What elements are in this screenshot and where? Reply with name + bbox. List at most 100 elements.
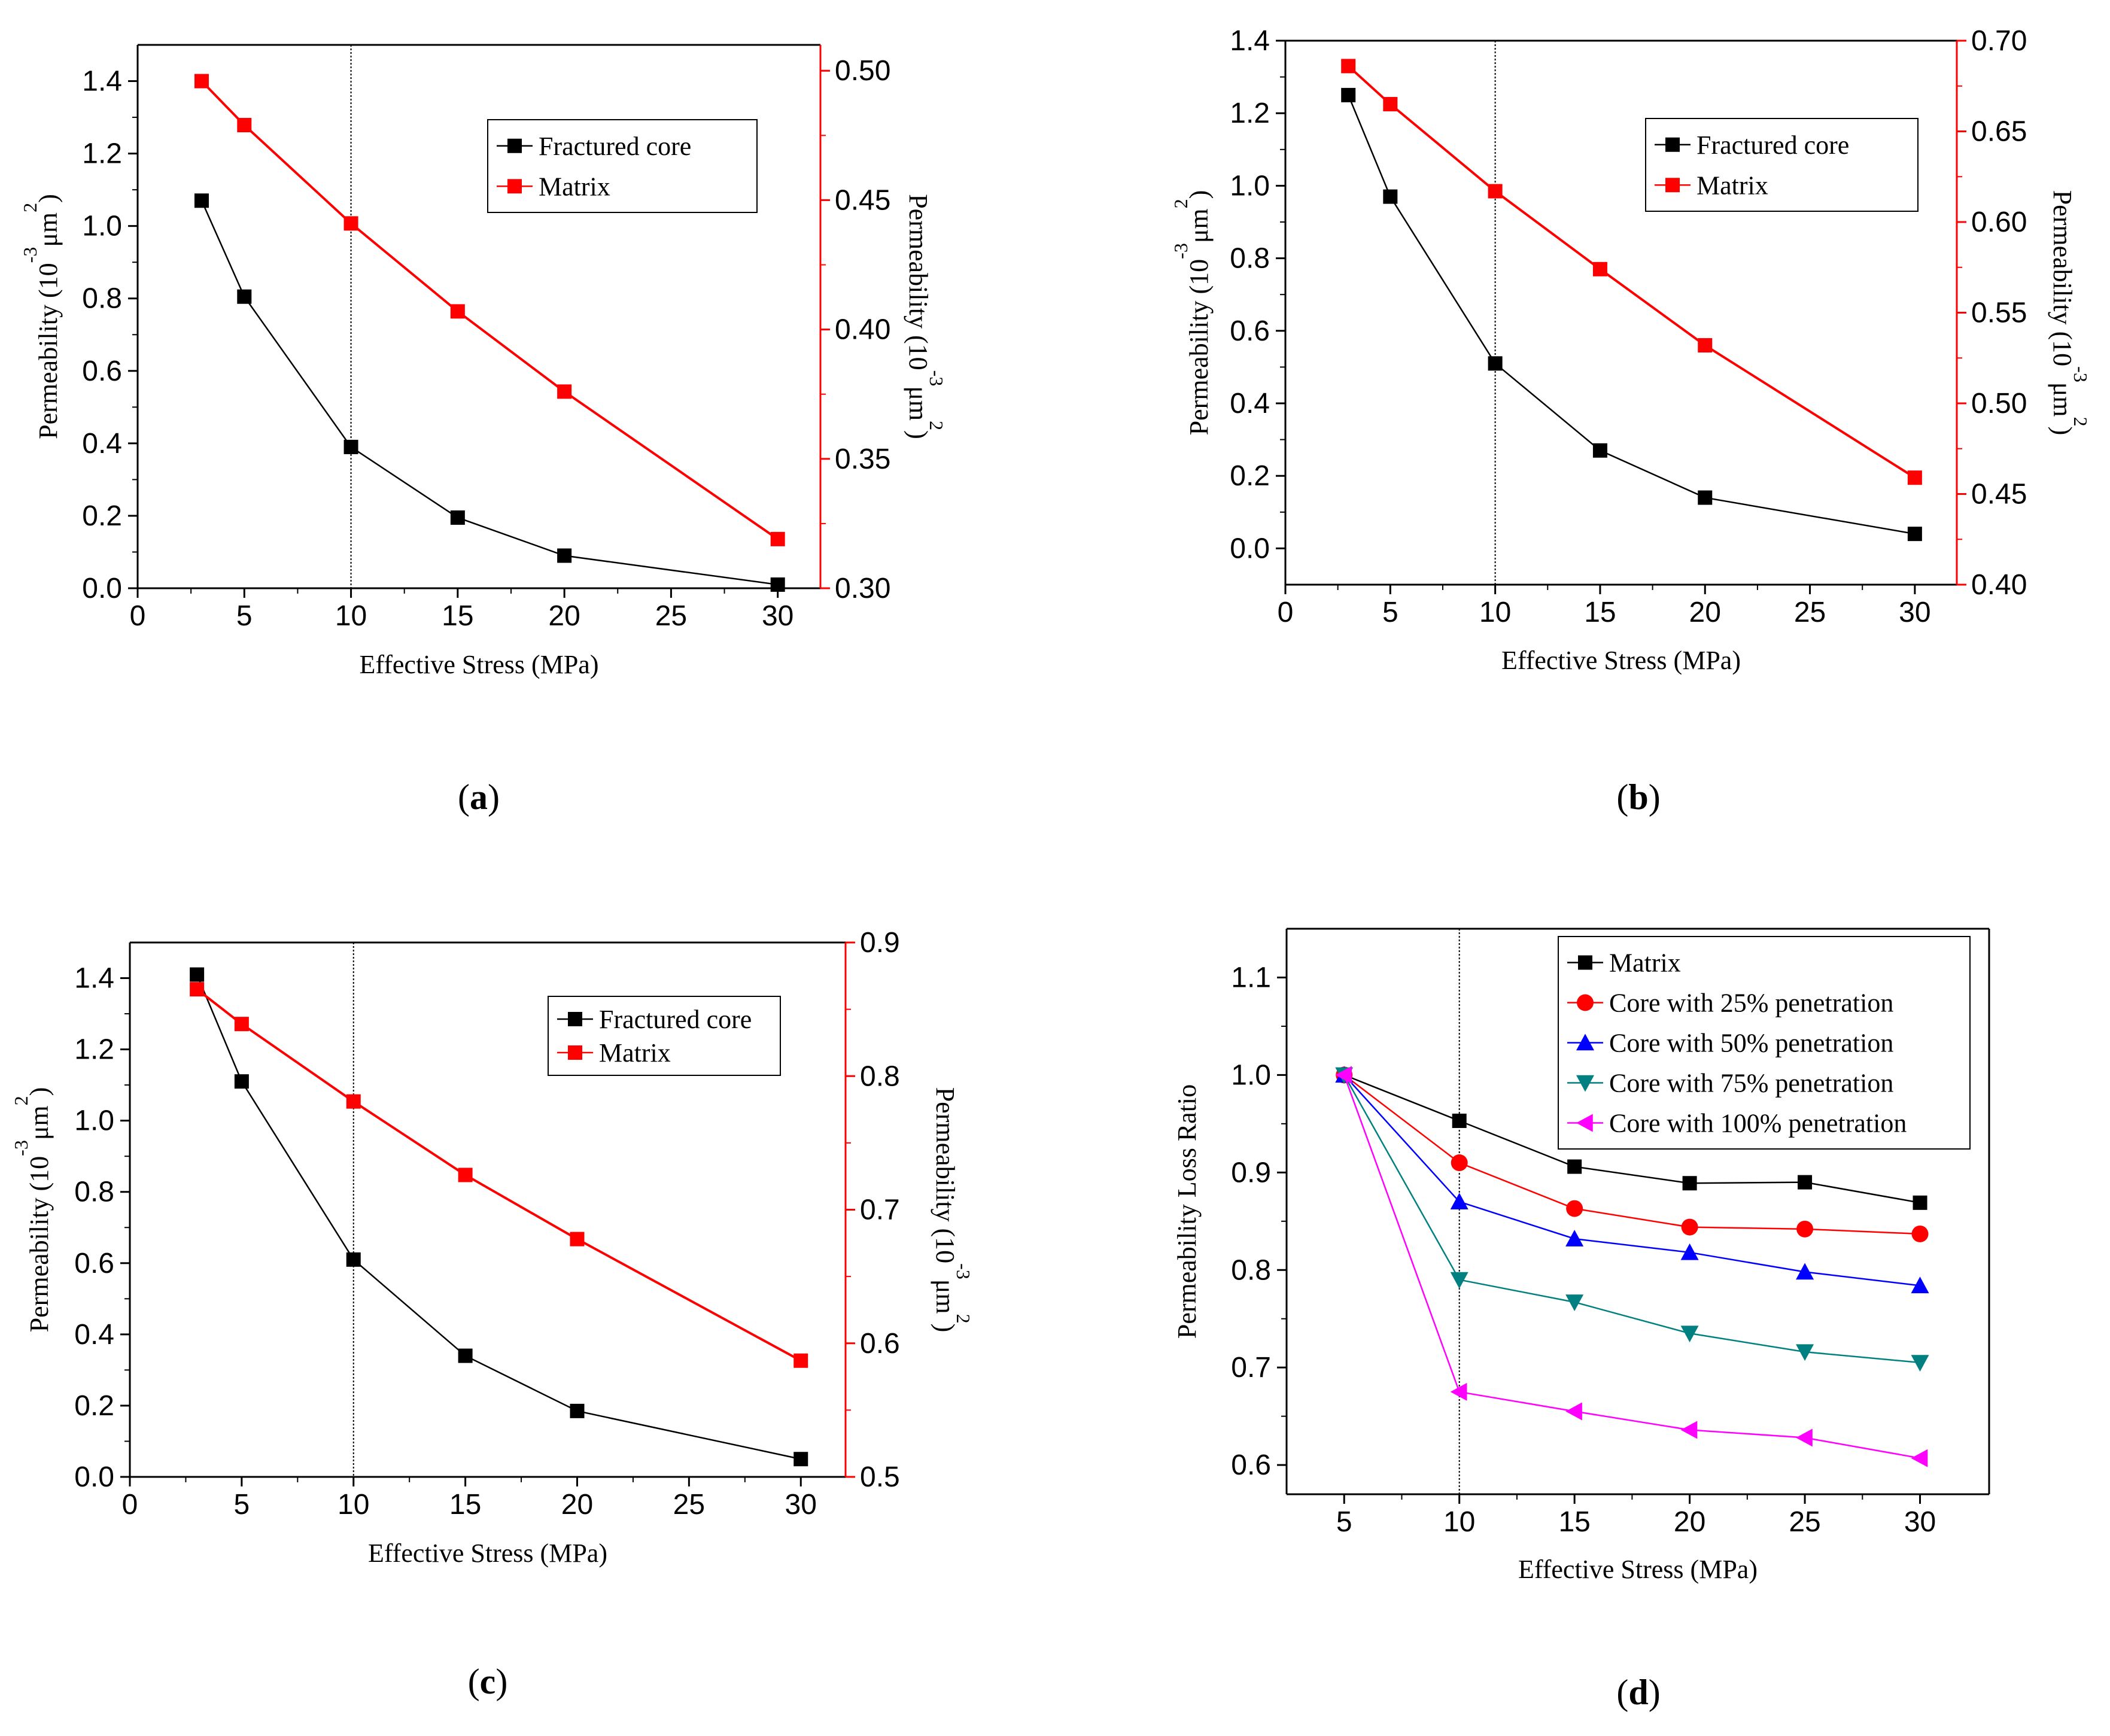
data-point — [1451, 1154, 1468, 1172]
legend-box — [548, 996, 781, 1076]
y-tick-label: 0.2 — [1230, 460, 1270, 492]
y-tick-label: 0.0 — [1230, 533, 1270, 564]
y-tick-label: 0.8 — [1230, 243, 1270, 275]
data-point — [1681, 1218, 1698, 1236]
data-point — [1335, 1066, 1352, 1084]
legend-marker — [507, 179, 522, 194]
y-right-tick-label: 0.9 — [860, 927, 900, 959]
data-point — [1592, 262, 1607, 276]
label-part: μm — [1184, 208, 1214, 243]
y-tick-label: 1.0 — [82, 211, 122, 242]
x-tick-label: 25 — [673, 1489, 705, 1521]
label-superscript: -3 — [926, 370, 947, 387]
label-superscript: -3 — [953, 1263, 974, 1279]
y-right-tick-label: 0.6 — [860, 1328, 900, 1360]
data-point — [234, 1017, 249, 1032]
panel-label: (a) — [458, 777, 500, 817]
y-right-tick-label: 0.45 — [835, 184, 890, 216]
data-point — [1796, 1220, 1814, 1238]
legend-label: Core with 75% penetration — [1609, 1069, 1893, 1098]
data-point — [1796, 1344, 1814, 1361]
x-tick-label: 10 — [1443, 1506, 1475, 1538]
y-tick-label: 0.6 — [74, 1248, 114, 1279]
x-tick-label: 30 — [785, 1489, 817, 1521]
x-tick-label: 15 — [1584, 597, 1616, 628]
panel-label-part: ( — [1616, 777, 1628, 817]
legend-marker — [1665, 137, 1680, 152]
label-part: Permeability (10 — [34, 263, 63, 439]
label-part: ) — [931, 1324, 960, 1333]
y-right-tick-label: 0.50 — [1971, 388, 2027, 419]
x-axis-label: Effective Stress (MPa) — [1518, 1555, 1758, 1584]
y-tick-label: 1.4 — [82, 66, 122, 98]
x-tick-label: 20 — [1689, 597, 1721, 628]
label-part: ) — [34, 194, 63, 203]
label-superscript: 2 — [2070, 417, 2091, 427]
y-right-tick-label: 0.45 — [1971, 479, 2027, 510]
x-tick-label: 20 — [1674, 1506, 1705, 1538]
y-tick-label: 1.0 — [74, 1105, 114, 1137]
data-point — [1341, 59, 1356, 74]
panel-label: (b) — [1616, 777, 1660, 817]
data-point — [770, 577, 785, 592]
y-tick-label: 1.0 — [1230, 170, 1270, 202]
data-point — [450, 510, 465, 525]
data-point — [458, 1348, 473, 1363]
data-point — [346, 1252, 361, 1267]
data-point — [1450, 1382, 1467, 1401]
x-axis-label: Effective Stress (MPa) — [360, 650, 599, 679]
legend-marker — [568, 1012, 582, 1026]
legend-label: Matrix — [1609, 948, 1681, 978]
x-tick-label: 5 — [1336, 1506, 1352, 1538]
label-part: ) — [1184, 190, 1214, 199]
y-tick-label: 0.0 — [74, 1461, 114, 1493]
legend-label: Core with 50% penetration — [1609, 1029, 1893, 1058]
legend-label: Matrix — [599, 1038, 671, 1068]
panel-label-part: d — [1628, 1673, 1648, 1712]
panel-label-part: ) — [1649, 1673, 1661, 1712]
data-point — [343, 216, 358, 231]
data-point — [1907, 470, 1922, 485]
legend-marker — [507, 138, 522, 153]
y-right-tick-label: 0.40 — [835, 314, 890, 346]
panel-label-part: ) — [495, 1662, 507, 1701]
y-tick-label: 1.2 — [82, 138, 122, 170]
series-line-2 — [200, 80, 779, 540]
chart-panel-1: 0 5 10 15 20 25 30 0.0 0.2 0.4 0.6 0.8 1.0 1.2 1.4 0.30… — [19, 44, 947, 817]
data-point — [1913, 1195, 1927, 1210]
label-part: Permeability (10 — [904, 194, 933, 370]
x-tick-label: 20 — [548, 600, 580, 632]
legend-label: Fractured core — [599, 1005, 752, 1034]
data-point — [194, 193, 209, 208]
label-part: Permeability (10 — [931, 1087, 960, 1264]
legend-marker — [568, 1045, 582, 1060]
data-point — [1450, 1193, 1469, 1209]
data-point — [1911, 1225, 1929, 1242]
panel-label-part: a — [470, 777, 488, 817]
data-point — [1796, 1263, 1814, 1280]
legend-marker — [1576, 1114, 1593, 1132]
data-point — [1680, 1421, 1698, 1439]
data-point — [1798, 1175, 1813, 1190]
data-point — [1682, 1176, 1697, 1191]
data-point — [1680, 1243, 1699, 1260]
data-point — [1698, 338, 1713, 353]
label-superscript: 2 — [926, 421, 947, 430]
data-point — [1911, 1276, 1929, 1294]
legend-label: Matrix — [1696, 171, 1768, 200]
x-axis-label: Effective Stress (MPa) — [1501, 646, 1741, 675]
data-point — [237, 289, 252, 304]
data-point — [1488, 356, 1503, 371]
x-tick-label: 5 — [236, 600, 253, 632]
x-tick-label: 10 — [338, 1489, 369, 1521]
y-tick-label: 0.6 — [82, 355, 122, 387]
x-tick-label: 5 — [234, 1489, 250, 1521]
data-point — [343, 439, 358, 454]
y-axis-label: Permeability Loss Ratio — [1172, 1084, 1202, 1339]
y-tick-label: 0.7 — [1231, 1352, 1271, 1384]
data-point — [793, 1452, 808, 1467]
label-superscript: -3 — [2070, 366, 2091, 382]
label-part: μm — [34, 212, 63, 247]
series-line-1 — [196, 974, 801, 1460]
